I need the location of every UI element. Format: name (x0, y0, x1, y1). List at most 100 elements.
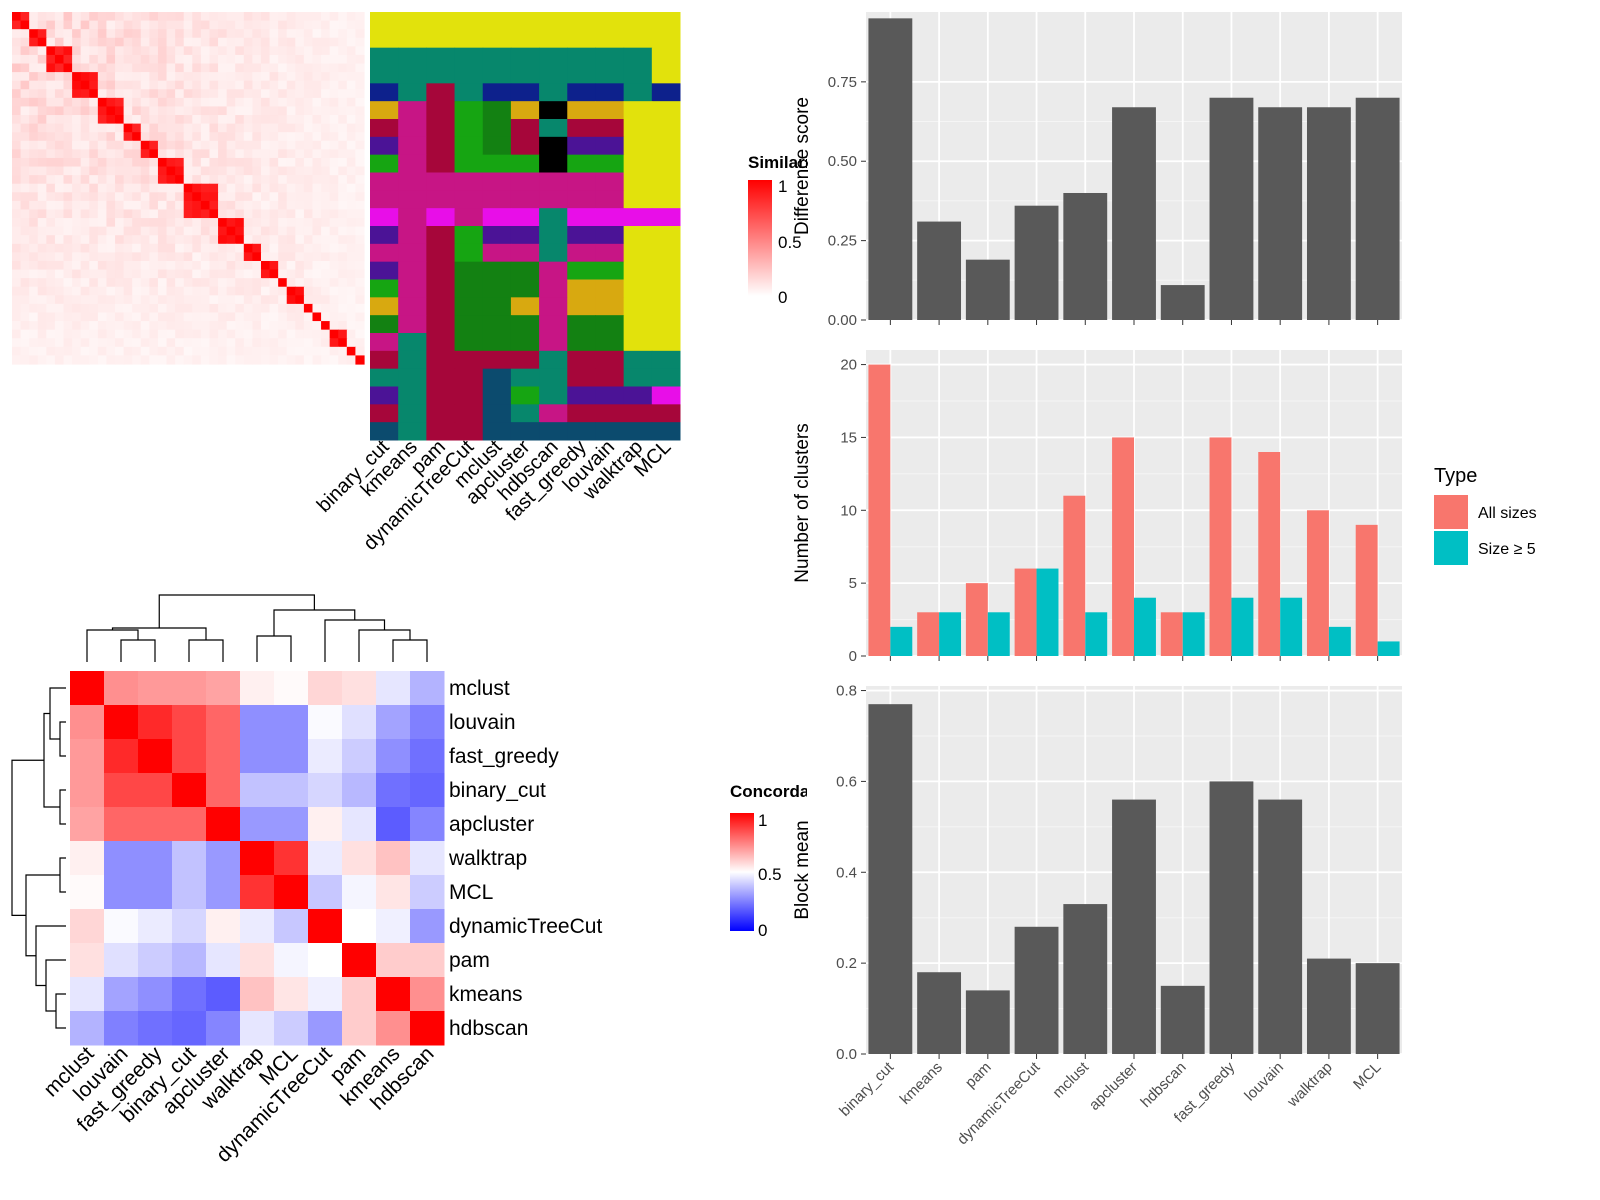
concordance-cell (70, 671, 105, 706)
concordance-cell (308, 841, 343, 876)
assignment-cell (454, 101, 484, 120)
similarity-cell (235, 269, 245, 279)
assignment-cell (651, 226, 681, 245)
similarity-cell (192, 20, 202, 30)
similarity-cell (183, 269, 193, 279)
similarity-cell (286, 72, 296, 82)
similarity-cell (329, 355, 339, 365)
assignment-cell (510, 333, 540, 352)
similarity-cell (106, 192, 116, 202)
similarity-cell (218, 12, 228, 22)
similarity-cell (175, 54, 185, 65)
similarity-cell (140, 321, 150, 331)
similarity-cell (97, 97, 108, 108)
similarity-cell (209, 183, 219, 193)
similarity-cell (63, 20, 73, 30)
assignment-cell (539, 136, 568, 156)
similarity-cell (321, 321, 331, 331)
assignment-cell (539, 297, 568, 316)
assignment-cell (370, 297, 399, 316)
similarity-cell (97, 166, 108, 176)
similarity-cell (46, 157, 56, 168)
similarity-cell (166, 97, 176, 108)
similarity-cell (132, 200, 142, 211)
similarity-cell (243, 346, 253, 357)
assignment-cell (651, 422, 681, 441)
similarity-cell (46, 132, 56, 142)
similarity-cell (157, 72, 168, 82)
similarity-cell (243, 140, 253, 150)
assignment-cell (426, 386, 456, 405)
similarity-cell (80, 54, 90, 65)
assignment-cell (567, 83, 596, 102)
similarity-cell (115, 54, 125, 65)
similarity-cell (46, 329, 56, 339)
similarity-cell (243, 29, 253, 39)
similarity-cell (200, 192, 211, 202)
similarity-cell (355, 123, 365, 133)
similarity-cell (355, 115, 365, 125)
similarity-cell (269, 260, 279, 271)
similarity-cell (218, 329, 228, 339)
similarity-cell (218, 252, 228, 262)
similarity-cell (166, 209, 176, 219)
legend-title: Type (1434, 465, 1477, 487)
similarity-cell (157, 346, 168, 357)
concordance-row-label: walktrap (448, 847, 527, 870)
concordance-cell (410, 875, 445, 910)
dendrogram-branch (25, 874, 60, 957)
similarity-cell (260, 149, 271, 159)
bar-all-sizes (1112, 437, 1134, 656)
concordance-cell (206, 943, 241, 978)
similarity-cell (54, 132, 65, 142)
similarity-cell (20, 89, 30, 99)
similarity-cell (200, 346, 211, 357)
similarity-cell (355, 157, 365, 168)
similarity-cell (303, 329, 314, 339)
similarity-cell (132, 123, 142, 133)
similarity-cell (115, 140, 125, 150)
similarity-cell (20, 269, 30, 279)
similarity-cell (72, 329, 82, 339)
similarity-cell (29, 37, 39, 47)
similarity-cell (97, 286, 108, 296)
similarity-cell (29, 166, 39, 176)
similarity-cell (200, 321, 211, 331)
similarity-cell (89, 235, 99, 245)
similarity-cell (149, 278, 159, 288)
bar-size-ge-5 (939, 612, 962, 656)
similarity-cell (192, 72, 202, 82)
concordance-cell (172, 909, 207, 944)
similarity-cell (218, 226, 228, 236)
similarity-cell (243, 252, 253, 262)
similarity-cell (321, 72, 331, 82)
assignment-cell (623, 226, 653, 245)
similarity-cell (278, 269, 288, 279)
similarity-cell (235, 175, 245, 185)
y-tick-label: 0.25 (828, 233, 857, 250)
similarity-cell (260, 303, 271, 314)
similarity-cell (286, 149, 296, 159)
similarity-cell (123, 54, 133, 65)
assignment-cell (567, 386, 596, 405)
assignment-cell (651, 404, 681, 423)
similarity-cell (89, 329, 99, 339)
bar (1063, 192, 1108, 320)
assignment-cell (482, 154, 512, 173)
similarity-cell (252, 200, 262, 211)
bar-all-sizes (1160, 612, 1183, 656)
similarity-cell (46, 123, 56, 133)
similarity-cell (200, 278, 211, 288)
similarity-cell (80, 157, 90, 168)
assignment-cell (623, 261, 653, 280)
similarity-cell (29, 20, 39, 30)
similarity-cell (115, 260, 125, 271)
concordance-cell (104, 977, 139, 1012)
similarity-cell (303, 286, 314, 296)
similarity-cell (312, 89, 322, 99)
similarity-cell (132, 192, 142, 202)
similarity-cell (338, 37, 348, 47)
similarity-cell (303, 149, 314, 159)
similarity-cell (123, 346, 133, 357)
similarity-cell (72, 295, 82, 305)
